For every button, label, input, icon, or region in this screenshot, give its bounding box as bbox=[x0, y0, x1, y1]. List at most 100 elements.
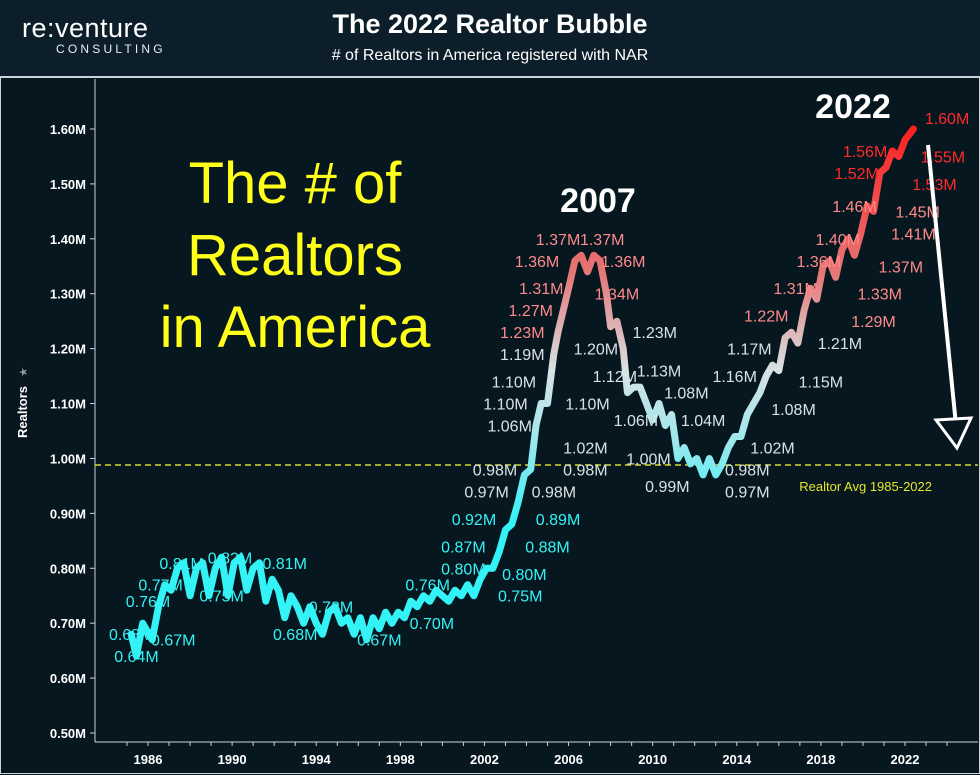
data-label: 1.08M bbox=[771, 402, 815, 419]
page-title: The 2022 Realtor Bubble bbox=[332, 9, 648, 39]
data-label: 0.97M bbox=[464, 484, 508, 501]
data-label: 1.10M bbox=[492, 375, 536, 392]
x-tick-label: 2010 bbox=[638, 752, 667, 767]
y-tick-label: 0.80M bbox=[50, 561, 86, 576]
data-label: 1.60M bbox=[925, 111, 969, 128]
x-tick-label: 2002 bbox=[470, 752, 499, 767]
data-label: 1.46M bbox=[832, 199, 876, 216]
data-label: 0.68M bbox=[273, 627, 317, 644]
data-label: 0.98M bbox=[725, 462, 769, 479]
data-label: 1.23M bbox=[633, 325, 677, 342]
x-tick-label: 1990 bbox=[218, 752, 247, 767]
page-subtitle: # of Realtors in America registered with… bbox=[331, 47, 649, 64]
data-label: 1.13M bbox=[637, 364, 681, 381]
avg-line-label: Realtor Avg 1985-2022 bbox=[799, 479, 932, 494]
data-label: 1.29M bbox=[851, 314, 895, 331]
data-label: 1.27M bbox=[508, 303, 552, 320]
year-2022-label: 2022 bbox=[815, 88, 891, 126]
data-label: 1.56M bbox=[843, 144, 887, 161]
data-label: 0.80M bbox=[441, 561, 485, 578]
data-label: 1.45M bbox=[895, 204, 939, 221]
data-label: 1.34M bbox=[595, 287, 639, 304]
data-label: 0.73M bbox=[309, 600, 353, 617]
data-label: 0.87M bbox=[441, 539, 485, 556]
data-label: 1.17M bbox=[727, 342, 771, 359]
pin-icon: ★ bbox=[17, 367, 30, 377]
data-label: 1.37M bbox=[536, 232, 580, 249]
plot-frame bbox=[0, 78, 980, 774]
data-label: 1.10M bbox=[483, 397, 527, 414]
data-label: 0.98M bbox=[563, 462, 607, 479]
data-label: 0.76M bbox=[405, 578, 449, 595]
data-label: 0.81M bbox=[262, 556, 306, 573]
data-label: 1.02M bbox=[563, 440, 607, 457]
x-tick-label: 2022 bbox=[891, 752, 920, 767]
data-label: 0.81M bbox=[159, 556, 203, 573]
data-label: 1.00M bbox=[626, 451, 670, 468]
data-label: 1.06M bbox=[487, 419, 531, 436]
y-axis-title: Realtors bbox=[15, 386, 30, 438]
data-label: 0.75M bbox=[498, 589, 542, 606]
x-tick-label: 1994 bbox=[302, 752, 332, 767]
x-tick-label: 2014 bbox=[722, 752, 752, 767]
data-label: 1.33M bbox=[858, 287, 902, 304]
data-label: 0.98M bbox=[473, 462, 517, 479]
data-label: 1.23M bbox=[500, 325, 544, 342]
data-label: 1.21M bbox=[818, 336, 862, 353]
data-label: 1.52M bbox=[834, 166, 878, 183]
y-tick-label: 1.30M bbox=[50, 287, 86, 302]
data-label: 1.40M bbox=[815, 232, 859, 249]
y-tick-label: 1.20M bbox=[50, 342, 86, 357]
data-label: 1.15M bbox=[799, 375, 843, 392]
data-label: 0.82M bbox=[208, 550, 252, 567]
data-label: 1.31M bbox=[519, 281, 563, 298]
y-tick-label: 1.00M bbox=[50, 451, 86, 466]
x-tick-label: 2006 bbox=[554, 752, 583, 767]
data-label: 1.36M bbox=[515, 254, 559, 271]
data-label: 1.02M bbox=[750, 440, 794, 457]
header-bar: re:venture CONSULTING The 2022 Realtor B… bbox=[0, 0, 980, 78]
data-label: 1.55M bbox=[921, 149, 965, 166]
x-tick-label: 2018 bbox=[806, 752, 835, 767]
data-label: 1.16M bbox=[712, 369, 756, 386]
data-label: 1.12M bbox=[593, 369, 637, 386]
y-tick-label: 0.50M bbox=[50, 726, 86, 741]
y-tick-label: 1.40M bbox=[50, 232, 86, 247]
y-tick-label: 0.60M bbox=[50, 671, 86, 686]
data-label: 1.31M bbox=[773, 281, 817, 298]
data-label: 1.20M bbox=[574, 342, 618, 359]
y-tick-label: 0.70M bbox=[50, 616, 86, 631]
company-logo: re:venture CONSULTING bbox=[22, 14, 166, 56]
data-label: 0.76M bbox=[126, 594, 170, 611]
data-label: 1.53M bbox=[912, 177, 956, 194]
data-label: 1.08M bbox=[664, 386, 708, 403]
x-tick-label: 1986 bbox=[134, 752, 163, 767]
data-label: 1.37M bbox=[580, 232, 624, 249]
data-label: 1.41M bbox=[891, 226, 935, 243]
year-2007-label: 2007 bbox=[560, 182, 636, 220]
series-line bbox=[127, 125, 917, 660]
data-label: 1.10M bbox=[565, 397, 609, 414]
logo-sub-text: CONSULTING bbox=[56, 42, 166, 56]
data-label: 0.70M bbox=[410, 616, 454, 633]
y-tick-label: 0.90M bbox=[50, 506, 86, 521]
data-label: 0.97M bbox=[725, 484, 769, 501]
data-label: 0.77M bbox=[138, 578, 182, 595]
down-arrow-icon bbox=[926, 144, 974, 451]
data-label: 0.80M bbox=[502, 567, 546, 584]
overlay-big-text-line2: Realtors bbox=[187, 223, 403, 288]
data-label: 0.92M bbox=[452, 512, 496, 529]
x-tick-label: 1998 bbox=[386, 752, 415, 767]
data-label: 1.36M bbox=[797, 254, 841, 271]
logo-main-text: re:venture bbox=[22, 13, 149, 43]
data-label: 0.88M bbox=[525, 539, 569, 556]
y-tick-label: 1.10M bbox=[50, 397, 86, 412]
data-label: 1.19M bbox=[500, 347, 544, 364]
data-label: 0.67M bbox=[151, 633, 195, 650]
data-label: 0.75M bbox=[199, 589, 243, 606]
data-label: 1.37M bbox=[879, 259, 923, 276]
data-label: 0.99M bbox=[645, 479, 689, 496]
data-label: 1.36M bbox=[601, 254, 645, 271]
y-tick-label: 1.50M bbox=[50, 177, 86, 192]
